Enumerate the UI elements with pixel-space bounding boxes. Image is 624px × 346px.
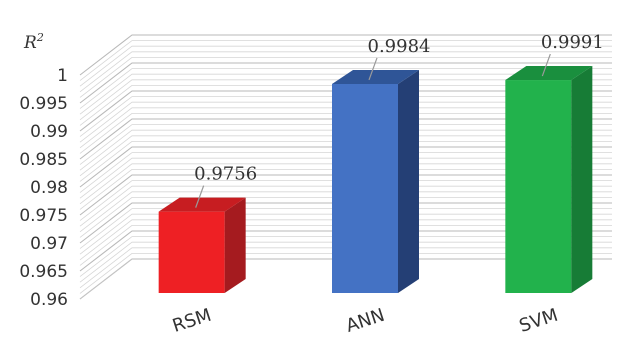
gridline [79,45,612,87]
gridline [79,230,612,272]
gridline [79,124,612,165]
y-tick-label: 0.99 [30,122,68,142]
gridline [79,62,612,104]
gridline [79,202,612,244]
bar-side [398,69,419,294]
gridline [79,51,612,93]
bar-top [332,69,419,84]
y-tick-label: 1 [57,66,68,86]
gridline [79,68,612,109]
gridline [79,113,612,154]
y-axis-title: R2 [23,31,44,53]
gridline [79,174,612,216]
data-label: 0.9991 [541,32,604,53]
category-label: ANN [343,305,387,337]
data-labels: 0.9756 0.9984 0.9991 [194,32,604,208]
y-tick-label: 0.985 [19,150,68,170]
gridline [79,208,612,249]
bar-side [571,66,593,293]
y-tick-label: 0.975 [19,206,68,226]
y-tick-label: 0.98 [30,178,68,198]
gridline [79,146,612,188]
y-tick-label: 0.995 [19,94,68,114]
gridline [79,185,612,227]
gridline [79,247,612,289]
y-tick-labels: 0.96 0.965 0.97 0.975 0.98 0.985 0.99 0.995 1 [19,66,68,310]
bar-front [505,80,572,293]
bar-rsm [158,197,246,293]
y-axis-title-sup: 2 [36,31,44,44]
gridline [79,40,612,81]
bars [158,66,593,294]
gridline [79,191,612,233]
category-label: SVM [517,305,561,337]
gridline [79,141,612,182]
bar-svm [505,66,593,293]
gridline [79,163,612,205]
gridline [79,219,612,261]
data-label-leader [541,53,551,77]
gridline [79,236,612,277]
y-tick-label: 0.96 [30,290,68,310]
gridline [79,225,612,266]
gridline [79,180,612,221]
bar-top [158,197,246,212]
bar-top [505,66,593,81]
gridline [79,34,612,76]
data-label-leader [368,57,378,81]
data-label-leader [195,185,205,208]
bar-front [332,83,398,294]
y-tick-label: 0.97 [30,234,68,254]
gridline [79,253,612,294]
gridline [79,73,612,115]
gridline [79,135,612,177]
gridline [79,129,612,171]
gridline [79,118,612,160]
category-label: RSM [170,305,214,337]
y-tick-label: 0.965 [19,262,68,282]
gridline [79,57,612,98]
gridline [79,90,612,132]
gridline [79,197,612,238]
y-axis-title-main: R [23,33,37,53]
gridline [79,169,612,210]
gridline [79,213,612,255]
gridline [79,241,612,283]
gridline [79,85,612,126]
gridline [79,101,612,143]
data-label: 0.9756 [194,164,257,185]
bar-front [158,211,225,293]
gridline [79,96,612,137]
gridline [79,79,612,121]
gridlines [79,34,612,300]
gridline [79,107,612,149]
gridline [79,152,612,193]
gridline [79,157,612,199]
category-labels: RSM ANN SVM [170,305,561,337]
data-label: 0.9984 [368,36,431,57]
bar-side [224,197,246,293]
wall-edge [79,258,133,300]
bar-ann [332,69,419,294]
